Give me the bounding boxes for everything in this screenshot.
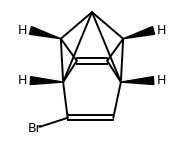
Text: H: H [17,74,27,87]
Polygon shape [30,77,63,85]
Polygon shape [29,27,61,39]
Text: H: H [157,74,167,87]
Text: H: H [17,24,27,37]
Polygon shape [121,77,154,85]
Text: H: H [157,24,167,37]
Text: Br: Br [28,122,42,135]
Polygon shape [123,27,155,39]
